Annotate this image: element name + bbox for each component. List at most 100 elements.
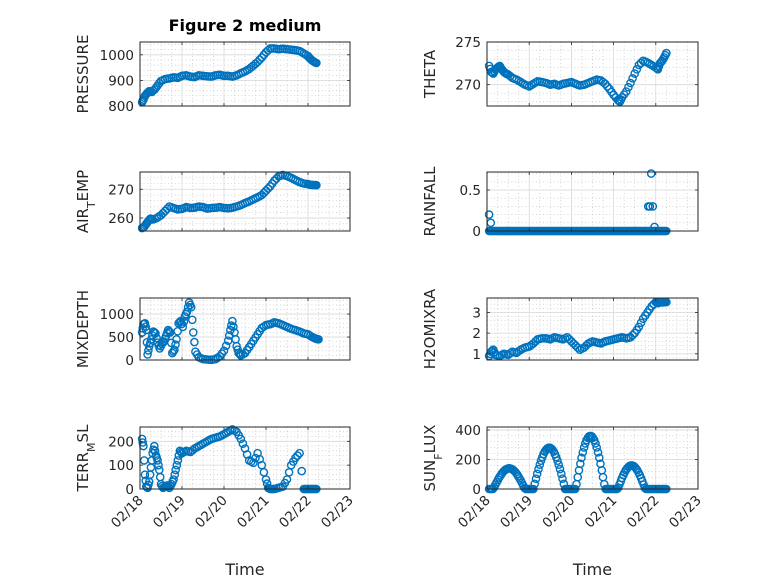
panel-mixdepth: 0 500 1000 MIXDEPTH — [74, 290, 351, 369]
data-point — [593, 447, 603, 457]
data-point — [645, 202, 655, 211]
x-axis-label: Time — [572, 560, 612, 579]
data-point — [153, 456, 162, 465]
data-point — [219, 346, 229, 356]
axes-box — [139, 297, 351, 361]
data-point — [532, 469, 542, 479]
data-point — [558, 474, 567, 484]
data-point — [255, 55, 265, 65]
x-tick-label: 02/22 — [276, 493, 315, 532]
data-point — [603, 82, 612, 91]
axes-box — [139, 171, 351, 232]
data-point — [152, 333, 161, 343]
data-point — [579, 443, 589, 452]
axes-box — [486, 426, 699, 490]
data-point — [173, 326, 182, 336]
data-point — [484, 210, 494, 219]
data-point — [234, 348, 243, 358]
data-point — [221, 341, 231, 351]
data-point — [171, 465, 180, 475]
data-point — [624, 82, 633, 92]
data-point — [150, 328, 159, 337]
data-point — [140, 470, 150, 480]
data-point — [172, 460, 182, 470]
data-point — [634, 322, 644, 332]
x-tick-label: 02/20 — [539, 493, 578, 532]
data-point — [646, 169, 656, 178]
y-tick-label: 0 — [125, 353, 134, 369]
data-point — [183, 302, 193, 312]
data-point — [662, 48, 671, 58]
data-point — [178, 322, 188, 332]
series-markers — [484, 297, 671, 361]
axes-box — [486, 41, 699, 107]
data-point — [636, 58, 646, 68]
data-point — [591, 439, 600, 448]
y-tick-label: 0.5 — [460, 183, 481, 199]
axes-box — [486, 297, 699, 361]
axes-background — [487, 172, 698, 231]
panel-rainfall: 0 0.5 RAINFALL — [421, 166, 699, 240]
axes-box — [139, 41, 351, 107]
data-point — [236, 434, 246, 444]
data-point — [173, 456, 183, 465]
data-point — [576, 459, 585, 469]
data-point — [149, 327, 158, 336]
data-point — [170, 345, 179, 355]
data-point — [251, 453, 260, 463]
y-tick-label: 0 — [472, 224, 481, 240]
y-tick-label: 900 — [108, 73, 134, 89]
data-point — [514, 346, 523, 356]
data-point — [531, 474, 541, 484]
data-point — [171, 340, 180, 349]
data-point — [163, 325, 173, 335]
axes-box — [486, 171, 699, 232]
y-axis-label: RAINFALL — [421, 166, 439, 237]
x-tick-label: 02/19 — [497, 493, 536, 532]
data-point — [154, 460, 163, 470]
x-tick-label: 02/23 — [666, 493, 705, 532]
data-point — [164, 326, 174, 336]
data-point — [253, 57, 262, 67]
data-point — [628, 74, 637, 83]
data-point — [578, 447, 588, 457]
x-tick-label: 02/22 — [624, 493, 663, 532]
data-point — [141, 322, 150, 332]
data-point — [170, 470, 179, 480]
data-point — [162, 204, 172, 213]
series-markers — [484, 48, 671, 106]
panel-pressure: 800 900 1000 PRESSURE Figure 2 medium — [74, 16, 351, 115]
x-tick-label: 02/20 — [192, 493, 231, 532]
data-point — [312, 180, 321, 190]
data-point — [261, 475, 271, 484]
data-point — [249, 458, 258, 468]
y-tick-label: 100 — [108, 458, 134, 474]
data-point — [143, 350, 152, 359]
chart-title: Figure 2 medium — [169, 16, 322, 35]
data-point — [595, 453, 604, 463]
data-point — [235, 349, 245, 359]
y-tick-label: 800 — [108, 99, 134, 115]
panel-terr_msl: 0 100 200 02/18 02/19 02/20 02/21 02/22 02/23 TER… — [74, 424, 357, 579]
data-point — [149, 441, 159, 451]
data-point — [297, 466, 307, 476]
data-point — [505, 71, 515, 81]
data-point — [186, 302, 196, 312]
x-tick-label: 02/18 — [455, 493, 494, 532]
panel-h2omixra: 1 2 3 H2OMIXRA — [421, 288, 699, 369]
data-point — [190, 337, 199, 347]
y-tick-label: 1000 — [100, 307, 134, 323]
data-point — [534, 464, 543, 474]
data-point — [650, 222, 659, 232]
data-point — [622, 87, 631, 96]
y-tick-label: 200 — [108, 434, 134, 450]
data-point — [187, 315, 197, 325]
x-tick-label: 02/21 — [582, 493, 621, 532]
y-tick-label: 260 — [108, 211, 134, 227]
y-tick-label: 275 — [455, 35, 481, 51]
data-point — [598, 77, 608, 87]
x-axis-label: Time — [224, 560, 264, 579]
y-axis-label: AIRTEMP — [74, 170, 98, 233]
data-point — [600, 79, 610, 89]
